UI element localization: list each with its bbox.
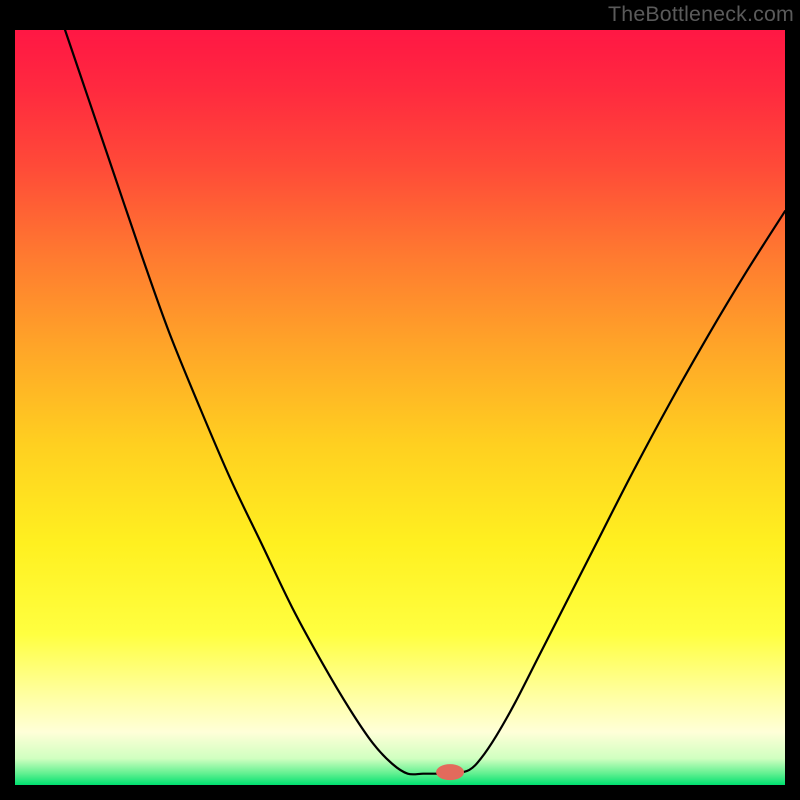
watermark-text: TheBottleneck.com [608, 2, 794, 27]
plot-background-gradient [15, 30, 785, 785]
optimal-marker [436, 764, 464, 780]
chart-container: TheBottleneck.com [0, 0, 800, 800]
bottleneck-chart [0, 0, 800, 800]
